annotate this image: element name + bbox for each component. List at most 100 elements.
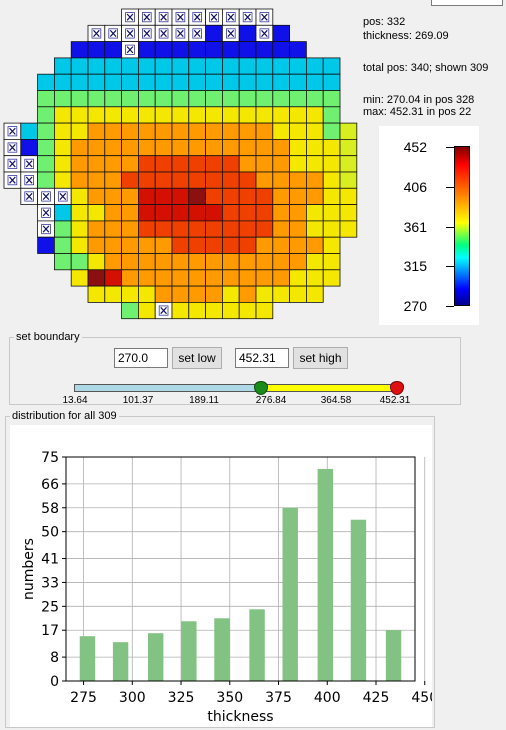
wafer-cell[interactable] [289,138,307,157]
wafer-cell[interactable] [322,155,341,173]
wafer-cell[interactable] [171,301,190,320]
wafer-cell[interactable] [238,269,257,287]
wafer-cell[interactable] [221,155,240,173]
wafer-cell[interactable] [104,285,123,303]
wafer-cell[interactable] [305,138,324,157]
wafer-cell[interactable] [188,171,207,189]
wafer-cell[interactable] [339,122,358,140]
wafer-cell[interactable] [205,253,223,271]
wafer-cell[interactable] [121,90,139,108]
wafer-cell[interactable] [238,122,257,140]
wafer-cell[interactable] [221,236,240,254]
wafer-cell[interactable] [54,73,72,91]
wafer-cell[interactable] [272,106,290,124]
wafer-cell[interactable] [255,90,274,108]
wafer-cell[interactable] [238,90,257,108]
wafer-cell[interactable] [70,204,89,222]
wafer-cell[interactable] [188,236,207,254]
wafer-cell[interactable] [121,204,139,222]
wafer-cell[interactable] [171,73,190,91]
wafer-cell[interactable] [238,57,257,75]
wafer-cell[interactable] [87,138,106,157]
wafer-cell[interactable] [255,41,274,59]
wafer-cell[interactable] [289,220,307,238]
wafer-cell[interactable] [20,138,38,157]
wafer-cell-excluded[interactable] [20,155,38,173]
wafer-cell[interactable] [205,90,223,108]
wafer-cell[interactable] [255,285,274,303]
wafer-cell[interactable] [221,57,240,75]
wafer-cell[interactable] [70,122,89,140]
wafer-cell[interactable] [104,155,123,173]
wafer-cell[interactable] [137,57,156,75]
wafer-cell[interactable] [154,236,173,254]
wafer-cell[interactable] [137,236,156,254]
wafer-cell[interactable] [272,90,290,108]
wafer-cell[interactable] [171,285,190,303]
wafer-cell[interactable] [289,236,307,254]
top-text-input[interactable] [431,0,503,6]
wafer-cell[interactable] [104,41,123,59]
wafer-cell[interactable] [339,187,358,206]
wafer-cell[interactable] [272,253,290,271]
wafer-cell[interactable] [289,171,307,189]
wafer-cell[interactable] [70,106,89,124]
wafer-cell[interactable] [87,285,106,303]
wafer-cell[interactable] [104,138,123,157]
wafer-cell[interactable] [154,204,173,222]
wafer-cell[interactable] [54,171,72,189]
wafer-cell[interactable] [70,73,89,91]
high-value-input[interactable]: 452.31 [235,348,289,368]
wafer-cell[interactable] [154,155,173,173]
wafer-cell[interactable] [54,253,72,271]
wafer-cell[interactable] [305,155,324,173]
wafer-cell[interactable] [87,204,106,222]
wafer-cell-excluded[interactable] [121,24,139,42]
wafer-cell[interactable] [188,220,207,238]
wafer-cell-excluded[interactable] [3,122,22,140]
wafer-cell[interactable] [154,285,173,303]
wafer-cell[interactable] [305,90,324,108]
low-value-input[interactable]: 270.0 [114,348,168,368]
wafer-cell[interactable] [54,90,72,108]
wafer-cell[interactable] [322,269,341,287]
wafer-cell[interactable] [188,41,207,59]
wafer-cell[interactable] [87,41,106,59]
wafer-cell[interactable] [171,41,190,59]
wafer-cell[interactable] [272,24,290,42]
wafer-cell[interactable] [121,285,139,303]
wafer-cell[interactable] [87,155,106,173]
wafer-cell[interactable] [87,171,106,189]
wafer-cell[interactable] [121,57,139,75]
wafer-cell[interactable] [87,220,106,238]
wafer-cell[interactable] [205,204,223,222]
wafer-cell[interactable] [104,122,123,140]
wafer-cell-excluded[interactable] [37,204,55,222]
wafer-cell[interactable] [205,171,223,189]
wafer-cell[interactable] [255,269,274,287]
wafer-cell[interactable] [322,187,341,206]
wafer-cell[interactable] [37,73,55,91]
wafer-cell[interactable] [154,253,173,271]
wafer-cell[interactable] [322,204,341,222]
wafer-cell[interactable] [87,236,106,254]
wafer-cell[interactable] [238,106,257,124]
wafer-cell[interactable] [221,106,240,124]
wafer-cell[interactable] [171,236,190,254]
wafer-cell-excluded[interactable] [54,187,72,206]
wafer-cell[interactable] [205,122,223,140]
wafer-cell[interactable] [54,57,72,75]
wafer-cell[interactable] [171,187,190,206]
wafer-cell[interactable] [305,187,324,206]
wafer-cell-excluded[interactable] [171,24,190,42]
wafer-cell[interactable] [238,41,257,59]
wafer-cell[interactable] [322,138,341,157]
wafer-cell[interactable] [238,220,257,238]
wafer-cell[interactable] [221,204,240,222]
wafer-cell[interactable] [121,220,139,238]
wafer-cell[interactable] [188,187,207,206]
wafer-cell-excluded[interactable] [154,301,173,320]
wafer-cell[interactable] [272,73,290,91]
wafer-cell[interactable] [221,138,240,157]
wafer-cell[interactable] [87,187,106,206]
